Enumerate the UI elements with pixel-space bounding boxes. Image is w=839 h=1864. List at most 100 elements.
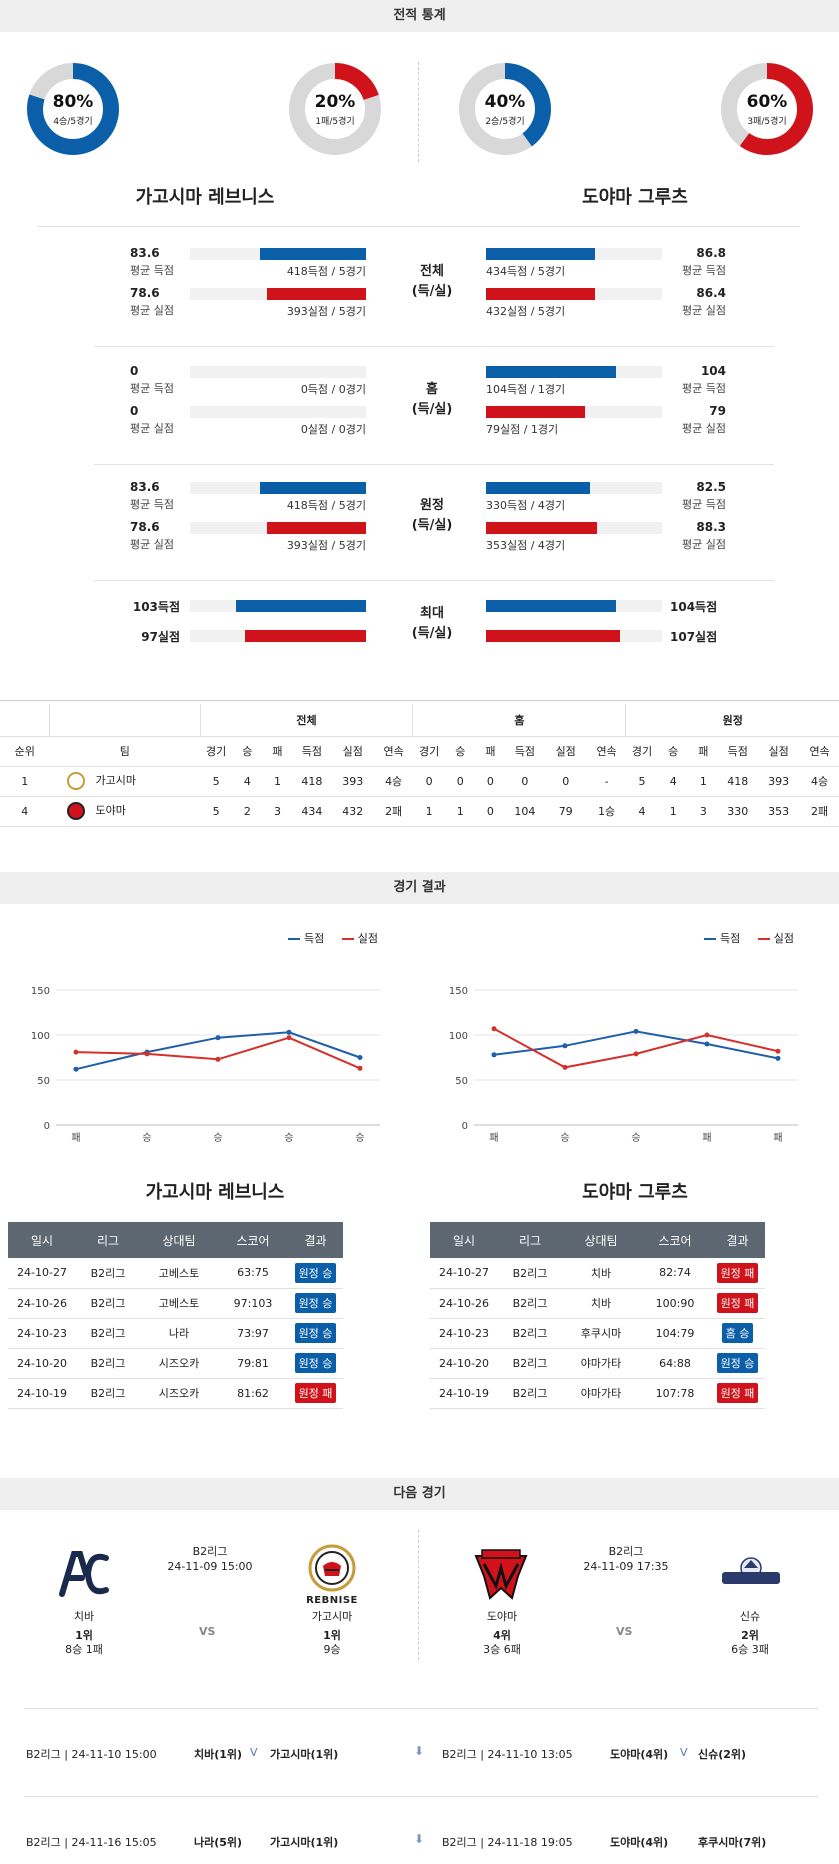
donut-subtitle: 4승/5경기 xyxy=(53,117,93,127)
result-badge: 원정 패 xyxy=(294,1383,337,1403)
right-bar-fill xyxy=(486,288,596,300)
results-date: 24-10-19 xyxy=(8,1378,76,1409)
team-name: 가고시마 xyxy=(95,774,136,787)
legend-swatch-conceded xyxy=(341,938,354,940)
results-column-header: 결과 xyxy=(288,1222,343,1258)
standings-cell: 104 xyxy=(514,804,536,818)
standings-cell: 1 xyxy=(425,804,433,818)
conceded-point xyxy=(215,1056,221,1062)
donut-percent: 40% xyxy=(484,92,526,112)
away-results-chart: 0 50 100 150 패 승 승 패 패 xyxy=(449,986,798,1144)
results-score: 97:103 xyxy=(218,1288,288,1319)
standings-column-header: 연속 xyxy=(383,745,404,758)
next2-league: B2리그 xyxy=(608,1545,644,1558)
results-row: 24-10-23 B2리그 나라 73:97 원정 승 xyxy=(8,1318,343,1349)
left-bar-track xyxy=(190,406,366,418)
standings-cell: 1 xyxy=(699,774,707,788)
left-bar-text: 418득점 / 5경기 xyxy=(286,499,366,512)
standings-cell: 4 xyxy=(243,774,251,788)
standings-header-row: 순위 팀 경기 승 패 득점 실점 연속 경기 승 패 득점 실점 연속 경기 승 패 득점 실점 연속 xyxy=(0,736,839,766)
results-opp: 치바 xyxy=(562,1258,640,1289)
results-result: 원정 패 xyxy=(710,1378,765,1409)
standings-cell: 3 xyxy=(699,804,707,818)
standings-cell: 393 xyxy=(342,774,364,788)
results-date: 24-10-19 xyxy=(430,1378,498,1409)
schedule-team-2: 가고시마(1위) xyxy=(270,1748,339,1761)
away-team-name: 도야마 그루츠 xyxy=(582,187,688,208)
scored-point xyxy=(775,1055,781,1061)
results-result: 홈 승 xyxy=(710,1318,765,1349)
left-stat-label: 평균 득점 xyxy=(130,382,174,395)
conceded-point xyxy=(73,1049,79,1055)
standings-column-header: 승 xyxy=(668,745,679,758)
x-tick-label: 패 xyxy=(71,1132,80,1144)
left-stat-label: 평균 실점 xyxy=(130,422,174,435)
results-row: 24-10-19 B2리그 야마가타 107:78 원정 패 xyxy=(430,1378,765,1409)
left-stat-value: 78.6 xyxy=(130,520,160,534)
results-date: 24-10-23 xyxy=(430,1318,498,1349)
left-bar-text: 393실점 / 5경기 xyxy=(286,539,366,552)
group-sublabel: (득/실) xyxy=(411,518,453,533)
chevron-down-icon: ⬇ xyxy=(414,1832,425,1846)
results-column-header: 스코어 xyxy=(218,1222,288,1258)
right-bar-text: 79실점 / 1경기 xyxy=(486,423,559,436)
right-bar-fill xyxy=(486,366,617,378)
next2-datetime: 24-11-09 17:35 xyxy=(583,1560,669,1573)
divider xyxy=(94,580,774,581)
results-result: 원정 패 xyxy=(288,1378,343,1409)
conceded-point xyxy=(491,1026,497,1032)
standings-column-header: 순위 xyxy=(14,745,35,758)
right-stat-label: 평균 실점 xyxy=(682,538,726,551)
results-date: 24-10-20 xyxy=(430,1348,498,1379)
right-stat-label: 평균 실점 xyxy=(682,422,726,435)
schedule-team-2: 후쿠시마(7위) xyxy=(698,1836,767,1849)
results-column-header: 상대팀 xyxy=(140,1222,218,1258)
standings-column-header: 실점 xyxy=(768,745,789,758)
results-opp: 야마가타 xyxy=(562,1348,640,1379)
standings-column-header: 실점 xyxy=(342,745,363,758)
donut-subtitle: 2승/5경기 xyxy=(485,117,525,127)
standings-cell: 4 xyxy=(21,804,29,818)
x-tick-label: 승 xyxy=(631,1132,640,1144)
results-league: B2리그 xyxy=(498,1258,562,1289)
divider xyxy=(0,700,839,701)
left-bar-fill xyxy=(267,522,366,534)
x-tick-label: 승 xyxy=(142,1132,151,1144)
scored-point xyxy=(357,1055,363,1060)
divider xyxy=(418,62,419,162)
results-column-header: 리그 xyxy=(498,1222,562,1258)
left-bar-fill xyxy=(260,482,366,494)
results-league: B2리그 xyxy=(498,1288,562,1319)
shinshu-logo-icon xyxy=(720,1556,782,1592)
next2-team-b-rank: 2위 xyxy=(741,1629,759,1642)
results-score: 107:78 xyxy=(640,1378,710,1409)
legend-scored: 득점 xyxy=(304,932,325,945)
x-tick-label: 승 xyxy=(284,1132,293,1144)
scored-point xyxy=(73,1066,79,1072)
section-header-stats: 전적 통계 xyxy=(0,0,839,32)
donut-subtitle: 3패/5경기 xyxy=(747,117,787,127)
results-league: B2리그 xyxy=(76,1318,140,1349)
donut-percent: 60% xyxy=(746,92,788,112)
left-max-value: 97실점 xyxy=(141,630,180,644)
conceded-point xyxy=(633,1051,639,1057)
next1-league: B2리그 xyxy=(192,1545,228,1558)
result-badge: 원정 승 xyxy=(294,1353,337,1373)
conceded-point xyxy=(286,1035,292,1041)
section-header-next: 다음 경기 xyxy=(0,1478,839,1510)
standings-column-header: 연속 xyxy=(596,745,617,758)
left-bar-text: 0실점 / 0경기 xyxy=(300,423,366,436)
team-name: 도야마 xyxy=(95,804,126,817)
legend-conceded: 실점 xyxy=(773,932,794,945)
next1-team-b-record: 9승 xyxy=(323,1643,341,1656)
group-label: 전체 xyxy=(420,264,444,279)
standings-group-row: 전체 홈 원정 xyxy=(0,704,839,736)
right-bar-text: 353실점 / 4경기 xyxy=(486,539,566,552)
standings-cell: 1 xyxy=(21,774,29,788)
standings-column-header: 실점 xyxy=(555,745,576,758)
results-opp: 야마가타 xyxy=(562,1378,640,1409)
standings-column-header: 팀 xyxy=(119,745,130,758)
x-tick-label: 패 xyxy=(702,1132,711,1144)
legend-swatch-scored xyxy=(704,938,716,940)
results-header-row: 일시 리그 상대팀 스코어 결과 xyxy=(430,1222,765,1258)
